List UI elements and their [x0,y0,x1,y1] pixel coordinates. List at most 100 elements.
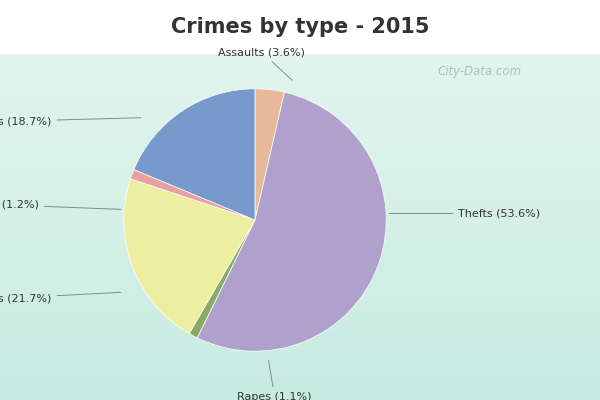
Bar [0,206,600,210]
Bar [0,314,600,317]
Bar [0,154,600,158]
Bar [0,89,600,92]
Wedge shape [134,89,255,220]
Bar [0,372,600,376]
Bar [0,61,600,64]
Bar [0,386,600,390]
Bar [0,369,600,372]
Bar [0,172,600,175]
Bar [0,175,600,178]
Text: Rapes (1.1%): Rapes (1.1%) [238,360,312,400]
Bar [0,75,600,78]
Bar [0,296,600,300]
Bar [0,331,600,334]
Bar [0,286,600,289]
Bar [0,230,600,234]
Bar [0,196,600,199]
Bar [0,148,600,151]
Bar [0,217,600,220]
Bar [0,85,600,88]
Bar [0,341,600,345]
Bar [0,383,600,386]
Bar [0,334,600,338]
Bar [0,68,600,71]
Bar [0,120,600,123]
Bar [0,379,600,383]
Wedge shape [189,220,255,338]
Bar [0,303,600,306]
Bar [0,210,600,213]
Bar [0,199,600,203]
Bar [0,234,600,237]
Text: Assaults (3.6%): Assaults (3.6%) [218,47,305,80]
Bar [0,293,600,296]
Bar [0,276,600,279]
Bar [0,123,600,127]
Bar [0,320,600,324]
Bar [0,58,600,61]
Bar [0,376,600,379]
Bar [0,106,600,109]
Bar [0,140,600,144]
Bar [0,109,600,113]
Bar [0,137,600,140]
Bar [0,127,600,130]
Bar [0,192,600,196]
Bar [0,64,600,68]
Bar [0,96,600,99]
Bar [0,338,600,341]
Bar [0,306,600,310]
Bar [0,390,600,393]
Bar [0,224,600,227]
Bar [0,327,600,331]
Wedge shape [255,89,284,220]
Text: Robberies (1.2%): Robberies (1.2%) [0,199,121,209]
Bar [0,102,600,106]
Wedge shape [130,170,255,220]
Text: Auto thefts (18.7%): Auto thefts (18.7%) [0,117,141,126]
Bar [0,78,600,82]
Bar [0,358,600,362]
Bar [0,258,600,262]
Bar [0,213,600,217]
Bar [0,82,600,85]
Bar [0,265,600,268]
Bar [0,92,600,96]
Bar [0,165,600,168]
Bar [0,71,600,75]
Text: City-Data.com: City-Data.com [438,66,522,78]
Bar [0,116,600,120]
Bar [0,279,600,282]
Bar [0,113,600,116]
Bar [0,161,600,165]
Bar [0,355,600,358]
Bar [0,324,600,327]
Text: Crimes by type - 2015: Crimes by type - 2015 [171,17,429,37]
Bar [0,168,600,172]
Bar [0,244,600,248]
Bar [0,255,600,258]
Bar [0,99,600,102]
Bar [0,54,600,58]
Bar [0,178,600,182]
Bar [0,282,600,286]
Bar [0,268,600,272]
Bar [0,220,600,224]
Bar [0,396,600,400]
Bar [0,317,600,320]
Bar [0,362,600,366]
Bar [0,348,600,352]
Bar [0,352,600,355]
Text: Thefts (53.6%): Thefts (53.6%) [389,208,541,218]
Text: Burglaries (21.7%): Burglaries (21.7%) [0,292,121,304]
Bar [0,151,600,154]
Bar [0,186,600,189]
Bar [0,272,600,276]
Bar [0,251,600,255]
Bar [0,262,600,265]
Bar [0,134,600,137]
Bar [0,366,600,369]
Bar [0,130,600,134]
Bar [0,289,600,293]
Bar [0,144,600,148]
